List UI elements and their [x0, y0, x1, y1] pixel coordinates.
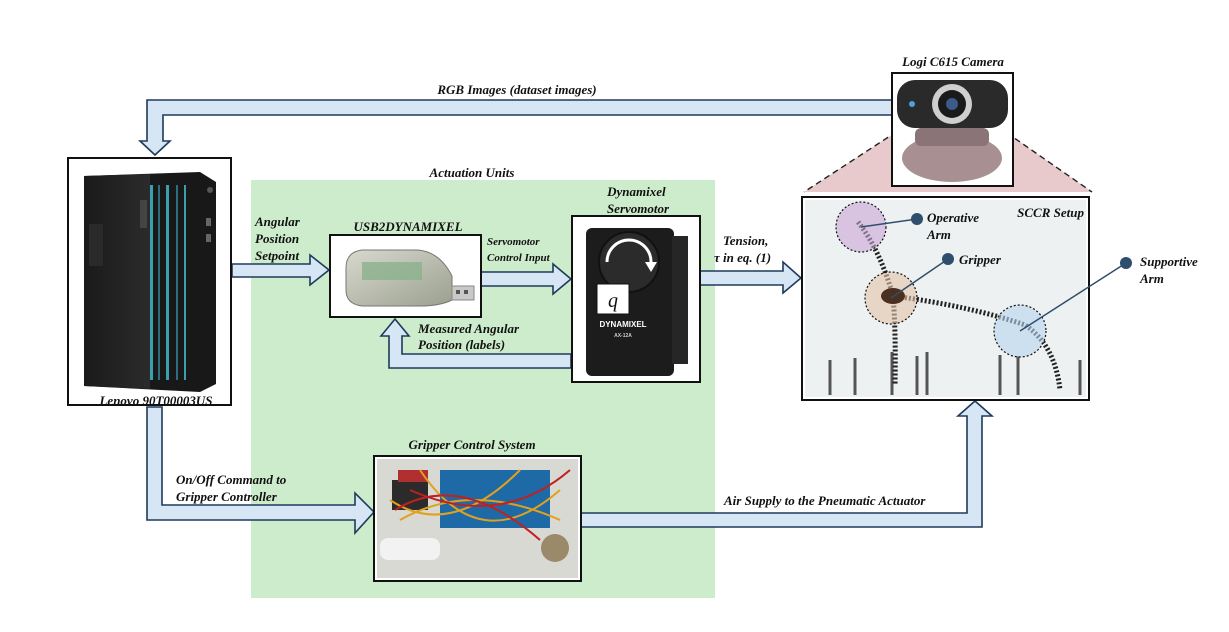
servo-control-arrow — [480, 262, 573, 296]
rgb-images-label: RGB Images (dataset images) — [436, 82, 596, 97]
computer-label: Lenovo 90T00003US — [98, 393, 212, 408]
feedback-arrow — [379, 317, 572, 369]
operative-arm-label: Operative Arm — [926, 210, 982, 242]
servomotor-image: q DYNAMIXEL AX-12A — [571, 215, 701, 383]
onoff-command-label: On/Off Command to Gripper Controller — [176, 472, 290, 504]
camera-label: Logi C615 Camera — [901, 54, 1004, 69]
servo-q-symbol: q — [608, 290, 618, 312]
servo-control-label: Servomotor Control Input — [487, 236, 551, 264]
gripper-label: Gripper — [959, 252, 1002, 267]
rgb-images-arrow — [137, 99, 893, 157]
servo-model: AX-12A — [614, 333, 632, 339]
angular-setpoint-label: Angular Position Setpoint — [254, 214, 303, 263]
webcam-image — [891, 72, 1014, 187]
air-supply-label: Air Supply to the Pneumatic Actuator — [723, 493, 926, 508]
gripper-control-image — [373, 455, 582, 582]
actuation-units-label: Actuation Units — [429, 165, 515, 180]
gripper-control-label: Gripper Control System — [408, 437, 535, 452]
computer-tower — [67, 157, 232, 406]
tension-arrow — [699, 260, 803, 295]
measured-position-label: Measured Angular Position (labels) — [417, 321, 522, 352]
air-supply-arrow — [580, 399, 995, 528]
servo-title: Dynamixel Servomotor — [606, 184, 670, 216]
tension-label: Tension, τ in eq. (1) — [714, 233, 772, 265]
sccr-setup-label: SCCR Setup — [1017, 205, 1084, 220]
sccr-setup-image — [801, 196, 1132, 401]
setpoint-arrow — [231, 253, 331, 287]
servo-brand: DYNAMIXEL — [599, 320, 646, 329]
usb2dynamixel-image — [329, 234, 482, 318]
onoff-command-arrow — [146, 406, 376, 536]
usb2dynamixel-label: USB2DYNAMIXEL — [353, 219, 462, 234]
supportive-arm-label: Supportive Arm — [1139, 254, 1201, 286]
